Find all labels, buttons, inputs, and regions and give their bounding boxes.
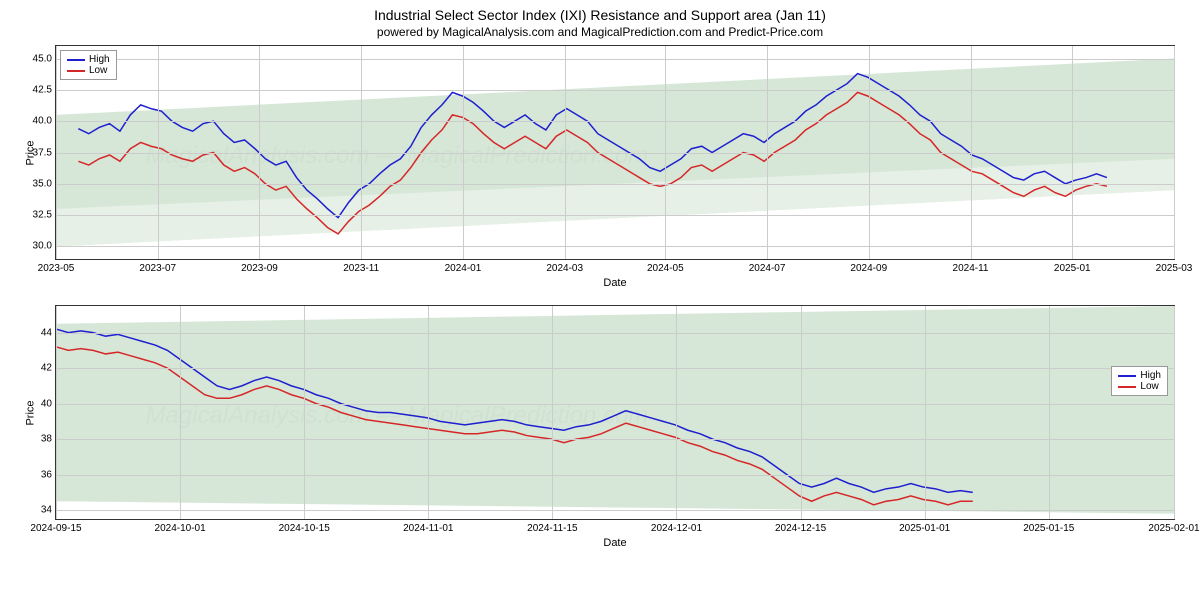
x-tick-label: 2024-10-15 [279, 523, 330, 534]
chart-subtitle: powered by MagicalAnalysis.com and Magic… [5, 25, 1195, 39]
x-tick-label: 2023-09 [241, 263, 278, 274]
legend-label-high: High [1140, 370, 1161, 381]
x-tick-label: 2025-01-01 [899, 523, 950, 534]
y-tick-label: 40.0 [33, 116, 52, 127]
x-tick-label: 2024-05 [647, 263, 684, 274]
x-tick-label: 2025-02-01 [1148, 523, 1199, 534]
y-tick-label: 32.5 [33, 210, 52, 221]
y-tick-label: 35.0 [33, 178, 52, 189]
legend-label-low: Low [89, 65, 107, 76]
plot-svg-bottom [56, 306, 1174, 519]
y-tick-label: 38 [41, 434, 52, 445]
figure: Industrial Select Sector Index (IXI) Res… [5, 7, 1195, 597]
y-tick-label: 36 [41, 469, 52, 480]
y-tick-label: 42.5 [33, 84, 52, 95]
x-axis-label: Date [603, 537, 626, 549]
x-tick-label: 2024-01 [445, 263, 482, 274]
x-tick-label: 2024-11 [953, 263, 989, 274]
x-tick-label: 2024-03 [546, 263, 583, 274]
x-axis-label: Date [603, 277, 626, 289]
x-tick-label: 2025-03 [1156, 263, 1193, 274]
x-tick-label: 2023-11 [343, 263, 379, 274]
y-tick-label: 37.5 [33, 147, 52, 158]
legend-swatch-low [67, 70, 85, 72]
x-tick-label: 2024-09 [850, 263, 887, 274]
chart-title: Industrial Select Sector Index (IXI) Res… [5, 7, 1195, 23]
y-tick-label: 44 [41, 327, 52, 338]
y-tick-label: 40 [41, 398, 52, 409]
legend-swatch-high [67, 59, 85, 61]
y-tick-label: 45.0 [33, 53, 52, 64]
chart-panel-bottom: High Low Price Date MagicalAnalysis.com … [55, 305, 1175, 520]
x-tick-label: 2024-07 [749, 263, 786, 274]
x-tick-label: 2024-09-15 [30, 523, 81, 534]
x-tick-label: 2024-12-15 [775, 523, 826, 534]
x-tick-label: 2024-10-01 [155, 523, 206, 534]
legend-swatch-high [1118, 375, 1136, 377]
x-tick-label: 2024-11-15 [527, 523, 577, 534]
legend-top: High Low [60, 50, 117, 80]
y-tick-label: 30.0 [33, 241, 52, 252]
legend-label-high: High [89, 54, 110, 65]
legend-swatch-low [1118, 386, 1136, 388]
x-tick-label: 2023-05 [38, 263, 75, 274]
x-tick-label: 2023-07 [139, 263, 176, 274]
y-tick-label: 34 [41, 505, 52, 516]
y-tick-label: 42 [41, 363, 52, 374]
x-tick-label: 2025-01 [1054, 263, 1091, 274]
chart-panel-top: High Low Price Date MagicalAnalysis.com … [55, 45, 1175, 260]
y-axis-label: Price [25, 400, 37, 425]
x-tick-label: 2024-12-01 [651, 523, 702, 534]
legend-bottom: High Low [1111, 366, 1168, 396]
legend-label-low: Low [1140, 381, 1158, 392]
x-tick-label: 2024-11-01 [403, 523, 453, 534]
x-tick-label: 2025-01-15 [1023, 523, 1074, 534]
